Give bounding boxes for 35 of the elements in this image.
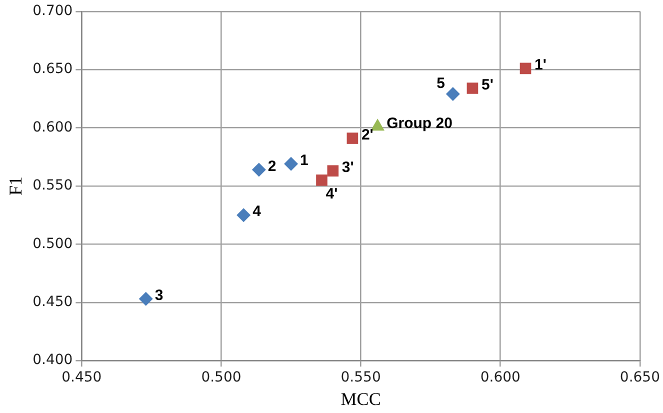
annotation: 3' [342,159,354,176]
point [138,292,153,306]
point [446,87,460,102]
annotation: 4 [252,203,262,220]
annotation: 4' [326,185,338,202]
y-tick-label: 0.650 [32,61,73,78]
x-axis-title: MCC [340,388,381,409]
y-tick-label: 0.550 [32,178,73,194]
y-tick-label: 0.450 [32,294,73,310]
x-tick-label: 0.550 [340,370,381,386]
y-tick-label: 0.700 [32,3,73,20]
point [316,174,328,186]
point [284,156,298,171]
y-tick-label: 0.500 [32,236,73,252]
annotation: Group 20 [386,114,452,132]
annotation: 1 [300,152,308,170]
annotation: 3 [154,287,164,304]
annotation: 5' [481,76,494,94]
point [466,82,478,94]
x-tick-label: 0.650 [620,370,660,386]
annotation: 2' [361,126,374,144]
y-tick-label: 0.400 [32,352,73,368]
y-axis-title: F1 [6,176,26,196]
x-tick-label: 0.600 [480,370,520,386]
annotation: 1' [534,56,546,74]
point [346,132,358,144]
y-tick-label: 0.600 [32,119,73,136]
point [252,162,266,177]
point [327,165,339,177]
x-tick-label: 0.450 [62,370,102,386]
annotation: 2 [268,158,276,175]
annotation: 5 [436,75,445,92]
point [236,208,251,222]
x-tick-label: 0.500 [201,370,242,386]
point [520,62,532,74]
